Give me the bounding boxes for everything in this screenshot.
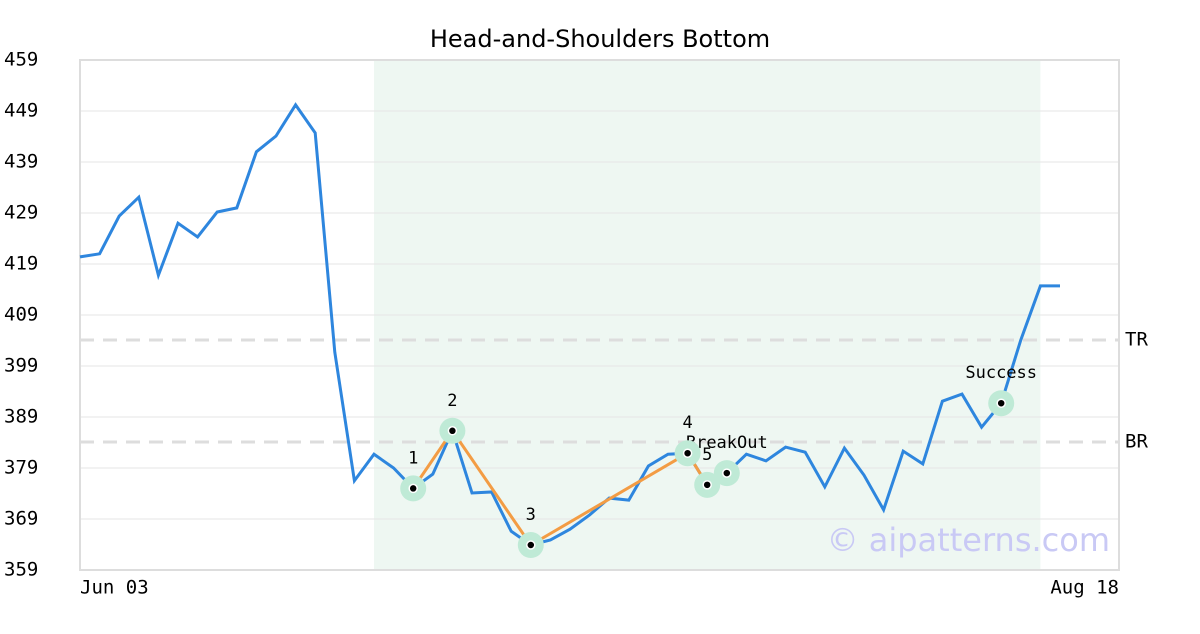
y-tick-label: 389 (4, 406, 38, 428)
pattern-point-label: 5 (702, 445, 712, 465)
watermark: © aipatterns.com (827, 521, 1110, 559)
event-point-label: BreakOut (686, 433, 768, 453)
event-point (996, 398, 1006, 408)
y-tick-label: 359 (4, 559, 38, 581)
plot-frame (79, 59, 1120, 571)
h-level-label: BR (1125, 430, 1148, 452)
x-tick-label: Jun 03 (80, 577, 149, 599)
y-tick-label: 399 (4, 355, 38, 377)
y-tick-label: 409 (4, 304, 38, 326)
pattern-point (408, 483, 418, 494)
pattern-point (447, 426, 458, 436)
y-tick-label: 429 (4, 202, 38, 224)
event-point-label: Success (965, 363, 1037, 383)
pattern-point (702, 480, 712, 490)
pattern-point-label: 1 (408, 448, 418, 468)
pattern-point-label: 4 (682, 413, 692, 433)
h-level-label: TR (1125, 328, 1148, 350)
y-tick-label: 459 (4, 49, 38, 71)
chart-title: Head-and-Shoulders Bottom (430, 25, 770, 53)
y-tick-label: 379 (4, 457, 38, 479)
y-tick-label: 419 (4, 253, 38, 275)
pattern-point-label: 3 (526, 505, 536, 525)
x-tick-label: Aug 18 (1050, 577, 1119, 599)
pattern-point-label: 2 (447, 391, 457, 411)
y-tick-label: 369 (4, 508, 38, 530)
pattern-point (682, 448, 693, 458)
event-point (722, 468, 732, 478)
pattern-point (526, 540, 536, 550)
y-tick-label: 449 (4, 100, 38, 122)
price-line (79, 102, 1060, 547)
y-tick-label: 439 (4, 151, 38, 173)
